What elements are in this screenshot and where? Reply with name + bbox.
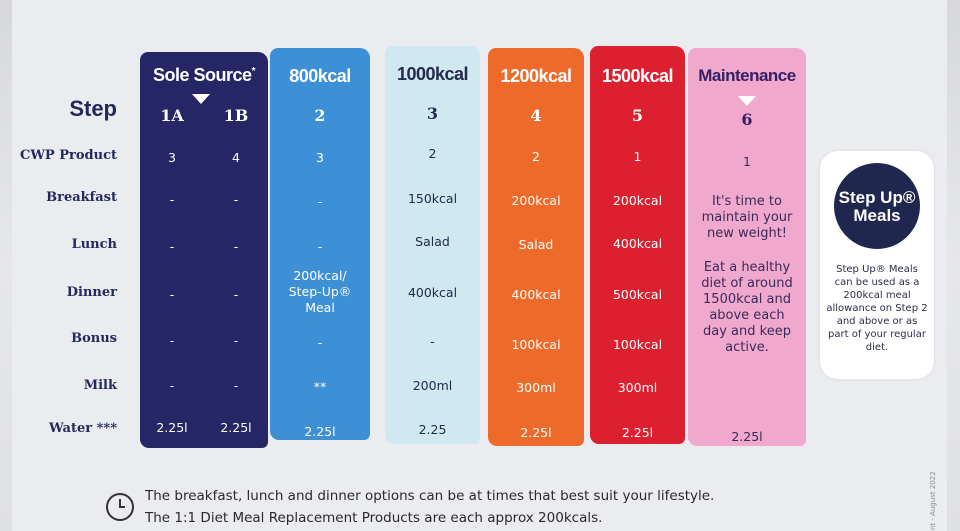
dinner-value: 400kcal bbox=[511, 287, 561, 302]
subcolumn-1a: 1A 3 - - - - - 2.25l bbox=[140, 52, 204, 448]
plan-title: 1000kcal bbox=[396, 64, 469, 84]
plan-title-sole-source: Sole Source* bbox=[153, 65, 256, 85]
plan-column-maintenance: Maintenance 6 1 It's time to maintain yo… bbox=[688, 48, 806, 446]
side-note: nt - August 2022 bbox=[929, 471, 937, 530]
step-number: 2 bbox=[314, 106, 326, 125]
maintenance-advice: Eat a healthy diet of around 1500kcal an… bbox=[701, 260, 793, 355]
milk-value: ** bbox=[313, 379, 327, 394]
row-label-milk: Milk bbox=[83, 378, 117, 393]
water-value: 2.25l bbox=[621, 425, 654, 440]
dinner-value: 400kcal bbox=[407, 285, 458, 300]
step-number: 6 bbox=[741, 110, 753, 129]
logo-line-1: Step Up® bbox=[838, 188, 916, 207]
plan-column-1500kcal: 1500kcal 5 1 200kcal 400kcal 500kcal 100… bbox=[590, 46, 685, 444]
dinner-value: 500kcal bbox=[612, 287, 663, 302]
bonus-value: 100kcal bbox=[511, 337, 561, 352]
plan-column-1000kcal: 1000kcal 3 2 150kcal Salad 400kcal - 200… bbox=[385, 46, 480, 444]
breakfast-value: - bbox=[317, 194, 323, 209]
product-count: 4 bbox=[232, 150, 240, 165]
bonus-value: - bbox=[233, 333, 239, 348]
product-count: 3 bbox=[168, 150, 176, 165]
row-label-breakfast: Breakfast bbox=[46, 190, 117, 205]
dinner-value: - bbox=[169, 287, 175, 302]
step-number: 1A bbox=[160, 106, 184, 125]
pointer-triangle-icon bbox=[738, 96, 756, 106]
water-value: 2.25l bbox=[520, 425, 552, 440]
clock-icon bbox=[106, 493, 134, 521]
step-number: 1B bbox=[223, 106, 249, 125]
breakfast-value: - bbox=[169, 192, 175, 207]
step-up-meals-card: Step Up® Meals Step Up® Meals can be use… bbox=[820, 151, 934, 379]
water-value: 2.25l bbox=[304, 424, 336, 439]
step-number: 4 bbox=[530, 106, 542, 125]
plan-title: Maintenance bbox=[698, 66, 796, 85]
step-number: 3 bbox=[426, 104, 439, 123]
footer-line-1: The breakfast, lunch and dinner options … bbox=[145, 488, 715, 504]
step-up-meals-logo: Step Up® Meals bbox=[834, 163, 920, 249]
clock-hour-hand bbox=[119, 499, 121, 507]
maintenance-message: It's time to maintain your new weight! bbox=[701, 194, 793, 241]
breakfast-value: 200kcal bbox=[511, 193, 561, 208]
breakfast-value: 150kcal bbox=[407, 191, 458, 206]
plan-title: 800kcal bbox=[289, 66, 351, 86]
footer-line-2: The 1:1 Diet Meal Replacement Products a… bbox=[145, 510, 603, 526]
milk-value: - bbox=[233, 378, 239, 393]
row-label-bonus: Bonus bbox=[71, 331, 117, 346]
clock-minute-hand bbox=[119, 506, 125, 508]
plan-title: 1500kcal bbox=[601, 66, 674, 86]
milk-value: 300ml bbox=[516, 380, 556, 395]
product-count: 2 bbox=[532, 149, 540, 164]
plan-column-800kcal: 800kcal 2 3 - - 200kcal/ Step-Up® Meal -… bbox=[270, 48, 370, 440]
plan-column-sole-source: Sole Source* 1A 3 - - - - - 2.25l 1B 4 -… bbox=[140, 52, 268, 448]
water-value: 2.25l bbox=[220, 420, 252, 435]
water-value: 2.25 bbox=[418, 422, 447, 437]
row-label-lunch: Lunch bbox=[71, 237, 117, 252]
bonus-value: - bbox=[317, 335, 323, 350]
pointer-triangle-icon bbox=[192, 94, 210, 104]
plan-column-1200kcal: 1200kcal 4 2 200kcal Salad 400kcal 100kc… bbox=[488, 48, 584, 446]
product-count: 3 bbox=[316, 150, 324, 165]
bonus-value: 100kcal bbox=[612, 337, 663, 352]
dinner-value: - bbox=[233, 287, 239, 302]
row-label-step: Step bbox=[69, 96, 117, 121]
product-count: 1 bbox=[633, 149, 642, 164]
lunch-value: Salad bbox=[518, 237, 554, 252]
water-value: 2.25l bbox=[731, 429, 763, 444]
product-count: 2 bbox=[428, 146, 437, 161]
breakfast-value: 200kcal bbox=[612, 193, 663, 208]
lunch-value: 400kcal bbox=[612, 236, 663, 251]
milk-value: 200ml bbox=[412, 378, 453, 393]
bonus-value: - bbox=[169, 333, 175, 348]
lunch-value: - bbox=[169, 239, 175, 254]
step-up-meals-description: Step Up® Meals can be used as a 200kcal … bbox=[826, 264, 928, 353]
breakfast-value: - bbox=[233, 192, 239, 207]
plan-title: 1200kcal bbox=[500, 66, 572, 86]
row-label-product: CWP Product bbox=[19, 148, 117, 163]
lunch-value: - bbox=[317, 239, 323, 254]
bonus-value: - bbox=[430, 334, 435, 349]
milk-value: - bbox=[169, 378, 175, 393]
lunch-value: Salad bbox=[415, 234, 450, 249]
step-number: 5 bbox=[631, 106, 644, 125]
row-label-water: Water *** bbox=[49, 421, 117, 436]
milk-value: 300ml bbox=[617, 380, 658, 395]
dinner-value: 200kcal/ Step-Up® Meal bbox=[288, 268, 352, 315]
subcolumn-1b: 1B 4 - - - - - 2.25l bbox=[204, 52, 268, 448]
water-value: 2.25l bbox=[156, 420, 188, 435]
row-label-dinner: Dinner bbox=[66, 285, 117, 300]
logo-line-2: Meals bbox=[853, 206, 901, 225]
product-count: 1 bbox=[743, 154, 751, 169]
lunch-value: - bbox=[233, 239, 239, 254]
